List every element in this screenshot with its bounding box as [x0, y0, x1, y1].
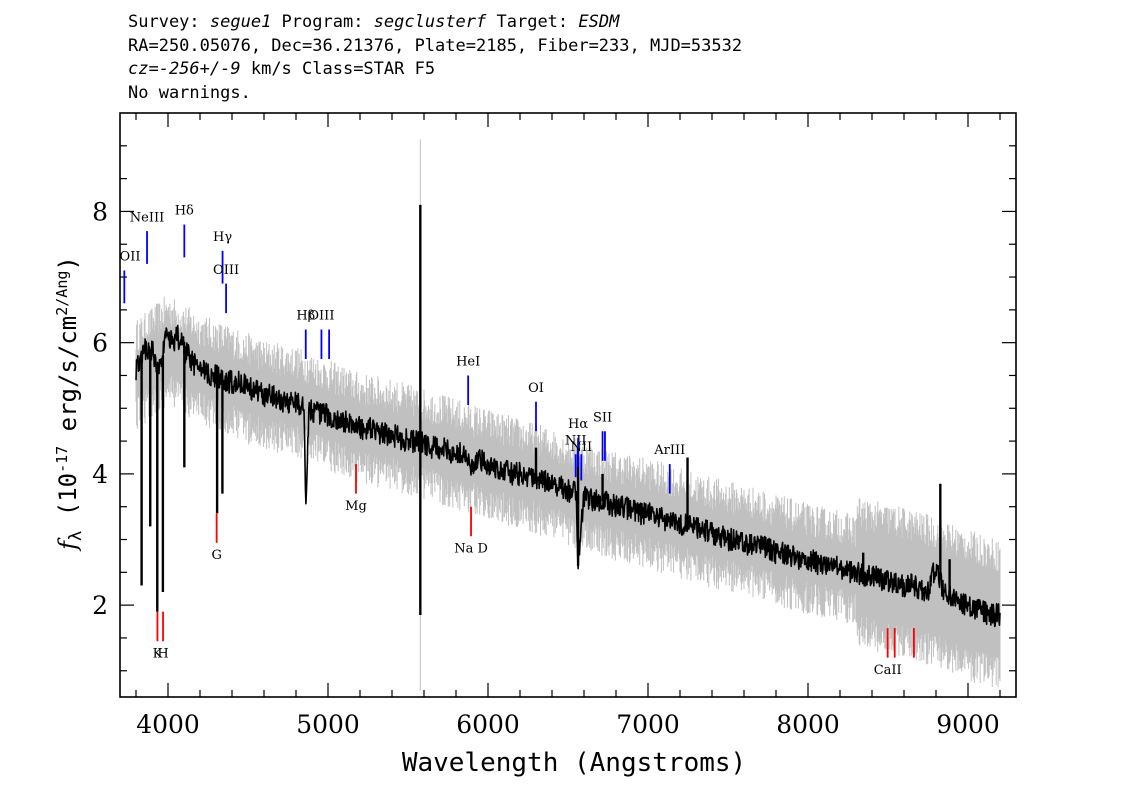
emission-line-label: Hδ	[175, 204, 194, 219]
y-tick-label: 6	[92, 329, 108, 358]
header-line-warnings: No warnings.	[128, 82, 251, 103]
emission-line-label: NII	[565, 433, 587, 448]
emission-line-label: OI	[528, 381, 544, 396]
emission-line-label: OIII	[213, 263, 239, 278]
emission-line-label: ArIII	[653, 443, 685, 458]
absorption-line-label: G	[211, 548, 221, 563]
emission-line-label: Hγ	[213, 230, 232, 245]
absorption-line-label: K	[153, 647, 163, 662]
absorption-line-label: Mg	[345, 499, 367, 514]
header-line-survey: Survey: segue1 Program: segclusterf Targ…	[128, 11, 742, 35]
y-tick-label: 2	[92, 591, 108, 620]
y-axis-label-part: -17	[53, 446, 71, 473]
emission-line-label: OIII	[308, 309, 334, 324]
x-axis-label: Wavelength (Angstroms)	[402, 748, 746, 778]
class-text: km/s Class=STAR F5	[240, 59, 436, 79]
absorption-line-label: Na D	[454, 542, 488, 557]
program-value: segclusterf	[373, 12, 487, 32]
emission-line-label: Hβ	[296, 309, 315, 324]
program-label: Program:	[271, 12, 374, 32]
spectrum-header: Survey: segue1 Program: segclusterf Targ…	[128, 11, 742, 105]
x-tick-label: 7000	[616, 710, 680, 739]
target-value: ESDM	[578, 12, 620, 32]
x-tick-label: 8000	[776, 710, 840, 739]
survey-value: segue1	[209, 12, 272, 32]
emission-line-label: NeIII	[130, 210, 164, 225]
flux-series	[135, 324, 1001, 628]
header-line-redshift: cz=-256+/-9 km/s Class=STAR F5	[128, 58, 742, 82]
y-axis-label-part: 2/Ang	[53, 271, 71, 316]
y-axis-label-part: λ	[66, 531, 86, 541]
cz-value: -256+/-9	[158, 59, 241, 79]
emission-line-label: SII	[593, 410, 612, 425]
x-tick-label: 6000	[456, 710, 520, 739]
header-line-coordinates: RA=250.05076, Dec=36.21376, Plate=2185, …	[128, 35, 743, 56]
absorption-line-label: H	[157, 647, 168, 662]
emission-line-label: NII	[570, 440, 592, 455]
cz-label: cz=	[128, 59, 159, 79]
x-tick-label: 5000	[296, 710, 360, 739]
absorption-line-label: CaII	[874, 663, 902, 678]
emission-line-label: OII	[120, 250, 141, 265]
y-axis-label-part: erg/s/cm	[54, 316, 82, 446]
y-tick-label: 8	[92, 197, 108, 226]
y-axis-label: fλ (10-17 erg/s/cm2/Ang)	[53, 256, 86, 552]
survey-label: Survey:	[128, 12, 210, 32]
emission-line-label: HeI	[456, 355, 480, 370]
plot-frame	[119, 112, 1017, 698]
y-axis-label-part: )	[54, 256, 82, 270]
x-tick-label: 9000	[936, 710, 1000, 739]
y-axis-label-part: (10	[54, 473, 82, 531]
x-tick-label: 4000	[136, 710, 200, 739]
emission-line-label: Hα	[568, 417, 588, 432]
y-tick-label: 4	[92, 460, 108, 489]
target-label: Target:	[486, 12, 579, 32]
